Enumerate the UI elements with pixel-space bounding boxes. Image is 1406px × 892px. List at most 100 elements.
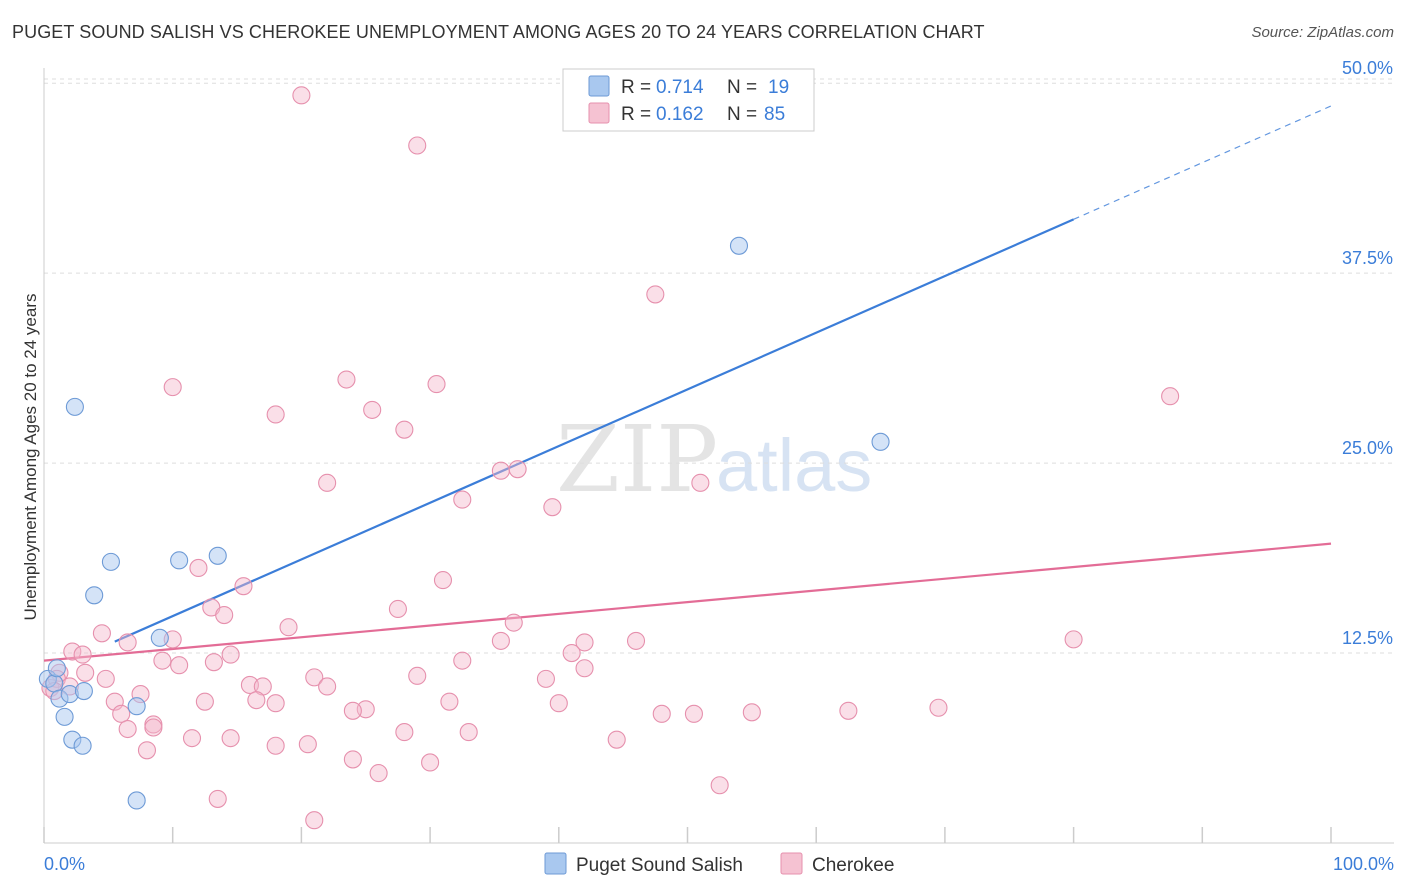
puget-sound-salish-point <box>47 659 66 678</box>
cherokee-point <box>182 729 202 748</box>
y-tick-label: 37.5% <box>1342 248 1393 268</box>
cherokee-point <box>710 776 729 795</box>
puget-sound-salish-point <box>74 681 93 701</box>
puget-sound-salish-point <box>65 397 84 416</box>
watermark-atlas: atlas <box>716 424 872 507</box>
cherokee-point <box>118 633 137 652</box>
watermark-zip: ZIP <box>556 406 718 513</box>
puget-sound-salish-point <box>101 552 120 571</box>
puget-sound-salish-points <box>38 236 890 810</box>
cherokee-point <box>433 571 453 590</box>
cherokee-point <box>408 666 427 685</box>
cherokee-point <box>742 703 761 722</box>
cherokee-point <box>221 645 240 664</box>
y-axis-label: Unemployment Among Ages 20 to 24 years <box>21 294 40 621</box>
cherokee-point <box>607 730 626 749</box>
bottom-legend-label-pink: Cherokee <box>812 855 894 876</box>
legend-r-label-pink: R = <box>621 104 651 125</box>
trend-lines <box>43 105 1332 662</box>
legend-n-value-blue: 19 <box>768 77 789 98</box>
legend-r-value-blue: 0.714 <box>656 77 704 98</box>
trend-line-cherokee <box>43 542 1332 662</box>
cherokee-point <box>318 677 337 696</box>
cherokee-point <box>1064 630 1083 649</box>
cherokee-point <box>395 723 414 742</box>
cherokee-point <box>453 651 472 670</box>
cherokee-point <box>63 642 82 661</box>
puget-sound-salish-point <box>871 432 890 451</box>
cherokee-point <box>549 694 568 713</box>
cherokee-point <box>388 599 407 619</box>
y-tick-label: 25.0% <box>1342 438 1393 458</box>
y-tick-labels: 12.5% 25.0% 37.5% 50.0% <box>1342 58 1393 648</box>
cherokee-point <box>305 668 324 687</box>
cherokee-point <box>536 669 555 688</box>
cherokee-point <box>279 618 298 637</box>
cherokee-point <box>195 692 214 711</box>
legend-swatch-blue <box>588 75 610 97</box>
cherokee-point <box>215 606 234 625</box>
cherokee-point <box>76 663 95 682</box>
cherokee-point <box>652 704 671 723</box>
bottom-legend: Puget Sound Salish Cherokee <box>544 852 894 876</box>
legend-r-value-pink: 0.162 <box>656 104 704 125</box>
bottom-legend-swatch-pink <box>780 852 803 875</box>
puget-sound-salish-point <box>150 628 169 647</box>
puget-sound-salish-point <box>85 586 104 605</box>
cherokee-point <box>292 86 311 105</box>
cherokee-point <box>118 719 137 739</box>
cherokee-point <box>395 420 414 439</box>
trend-line-puget-sound-salish <box>114 218 1075 643</box>
x-tick-label-min: 0.0% <box>44 854 85 874</box>
legend-r-label-blue: R = <box>621 77 651 98</box>
cherokee-point <box>1161 387 1180 406</box>
cherokee-point <box>163 378 182 397</box>
cherokee-point <box>421 753 440 772</box>
cherokee-point <box>112 704 131 723</box>
cherokee-point <box>144 718 163 737</box>
cherokee-point <box>839 701 858 720</box>
cherokee-point <box>508 460 527 479</box>
puget-sound-salish-point <box>170 551 189 570</box>
cherokee-point <box>929 698 948 717</box>
grid-lines <box>44 78 1394 654</box>
cherokee-point <box>204 653 223 672</box>
cherokee-point <box>208 789 227 808</box>
legend-n-value-pink: 85 <box>764 104 785 125</box>
cherokee-point <box>491 631 510 650</box>
puget-sound-salish-point <box>55 707 74 726</box>
cherokee-point <box>221 729 240 748</box>
cherokee-point <box>626 631 646 650</box>
cherokee-point <box>684 704 703 723</box>
trend-line-puget-sound-salish-extension <box>1073 105 1332 220</box>
cherokee-point <box>266 694 285 713</box>
puget-sound-salish-point <box>45 674 64 693</box>
puget-sound-salish-point <box>127 791 146 810</box>
cherokee-point <box>504 613 523 632</box>
legend-n-label-blue: N = <box>727 77 757 98</box>
cherokee-point <box>459 723 478 742</box>
y-tick-label: 50.0% <box>1342 58 1393 78</box>
cherokee-point <box>92 624 111 643</box>
cherokee-point <box>137 741 157 760</box>
cherokee-point <box>96 669 115 688</box>
cherokee-point <box>305 811 324 830</box>
cherokee-point <box>73 645 92 664</box>
puget-sound-salish-point <box>127 697 146 716</box>
cherokee-point <box>369 764 388 783</box>
cherokee-point <box>440 692 459 711</box>
cherokee-point <box>491 461 510 480</box>
chart-title: PUGET SOUND SALISH VS CHEROKEE UNEMPLOYM… <box>12 22 985 42</box>
bottom-legend-swatch-blue <box>544 852 567 875</box>
cherokee-point <box>266 736 285 755</box>
cherokee-point <box>646 285 665 304</box>
cherokee-point <box>343 750 362 769</box>
cherokee-point <box>298 735 317 754</box>
cherokee-point <box>266 405 285 424</box>
cherokee-point <box>427 375 446 394</box>
puget-sound-salish-point <box>208 546 227 565</box>
legend-n-label-pink: N = <box>727 104 757 125</box>
cherokee-point <box>575 659 594 678</box>
legend: R = 0.714 N = 19 R = 0.162 N = 85 <box>562 68 815 132</box>
